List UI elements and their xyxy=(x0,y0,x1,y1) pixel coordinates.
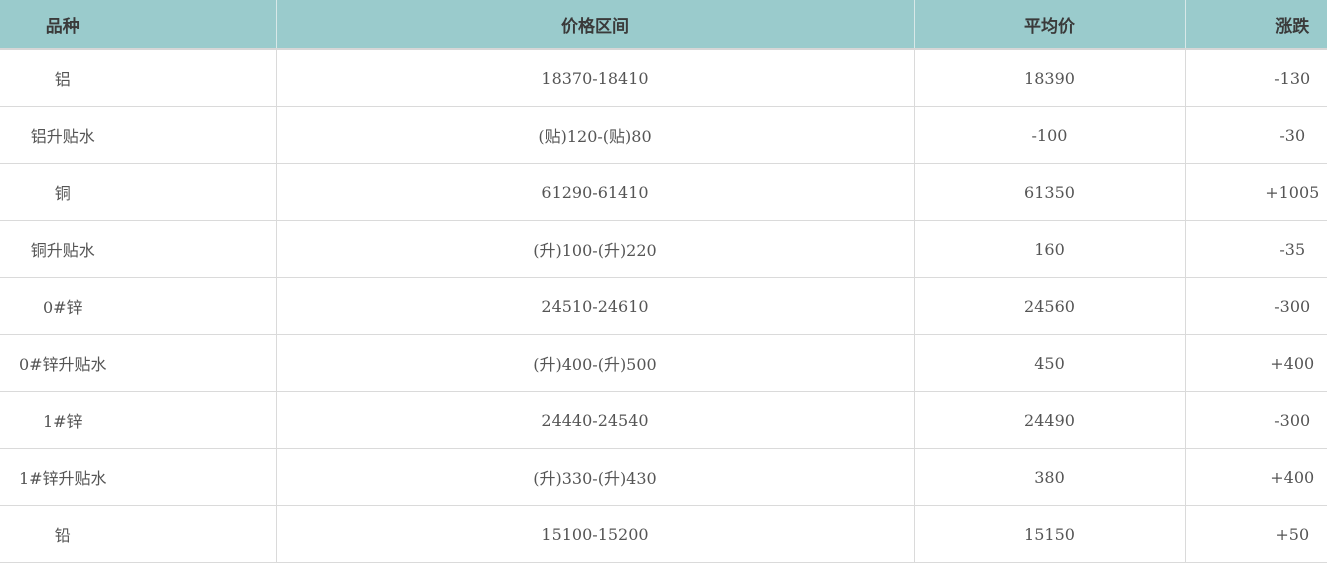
average-price-cell: 18390 xyxy=(914,49,1186,107)
average-price-cell: 380 xyxy=(914,448,1186,506)
table-row: 铝升贴水 (贴)120-(贴)80 -100 -30 xyxy=(0,106,1327,164)
change-cell: +50 xyxy=(1185,505,1327,563)
change-cell: +400 xyxy=(1185,448,1327,506)
change-cell: -35 xyxy=(1185,220,1327,278)
price-range-cell: (升)330-(升)430 xyxy=(276,448,915,506)
variety-cell: 0#锌升贴水 xyxy=(0,334,277,392)
table-row: 1#锌升贴水 (升)330-(升)430 380 +400 xyxy=(0,448,1327,506)
price-range-cell: 61290-61410 xyxy=(276,163,915,221)
header-price-range: 价格区间 xyxy=(276,0,915,50)
header-change: 涨跌 xyxy=(1185,0,1327,50)
price-range-cell: 24510-24610 xyxy=(276,277,915,335)
price-range-cell: (贴)120-(贴)80 xyxy=(276,106,915,164)
table-row: 0#锌升贴水 (升)400-(升)500 450 +400 xyxy=(0,334,1327,392)
table-row: 1#锌 24440-24540 24490 -300 xyxy=(0,391,1327,449)
header-row: 品种 价格区间 平均价 涨跌 xyxy=(0,0,1327,50)
variety-cell: 铝 xyxy=(0,49,277,107)
variety-cell: 0#锌 xyxy=(0,277,277,335)
header-average-price: 平均价 xyxy=(914,0,1186,50)
price-range-cell: (升)100-(升)220 xyxy=(276,220,915,278)
change-cell: +400 xyxy=(1185,334,1327,392)
table-row: 铝 18370-18410 18390 -130 xyxy=(0,49,1327,107)
average-price-cell: 24490 xyxy=(914,391,1186,449)
header-variety: 品种 xyxy=(0,0,277,50)
change-cell: -300 xyxy=(1185,391,1327,449)
average-price-cell: 15150 xyxy=(914,505,1186,563)
average-price-cell: 24560 xyxy=(914,277,1186,335)
change-cell: -300 xyxy=(1185,277,1327,335)
change-cell: -30 xyxy=(1185,106,1327,164)
change-cell: -130 xyxy=(1185,49,1327,107)
variety-cell: 铜升贴水 xyxy=(0,220,277,278)
table-row: 铅 15100-15200 15150 +50 xyxy=(0,505,1327,563)
price-range-cell: 15100-15200 xyxy=(276,505,915,563)
price-range-cell: (升)400-(升)500 xyxy=(276,334,915,392)
variety-cell: 铝升贴水 xyxy=(0,106,277,164)
table-row: 铜 61290-61410 61350 +1005 xyxy=(0,163,1327,221)
table-row: 铜升贴水 (升)100-(升)220 160 -35 xyxy=(0,220,1327,278)
variety-cell: 1#锌 xyxy=(0,391,277,449)
variety-cell: 1#锌升贴水 xyxy=(0,448,277,506)
variety-cell: 铅 xyxy=(0,505,277,563)
table-row: 0#锌 24510-24610 24560 -300 xyxy=(0,277,1327,335)
average-price-cell: 450 xyxy=(914,334,1186,392)
average-price-cell: 61350 xyxy=(914,163,1186,221)
change-cell: +1005 xyxy=(1185,163,1327,221)
average-price-cell: 160 xyxy=(914,220,1186,278)
price-range-cell: 24440-24540 xyxy=(276,391,915,449)
variety-cell: 铜 xyxy=(0,163,277,221)
average-price-cell: -100 xyxy=(914,106,1186,164)
price-range-cell: 18370-18410 xyxy=(276,49,915,107)
